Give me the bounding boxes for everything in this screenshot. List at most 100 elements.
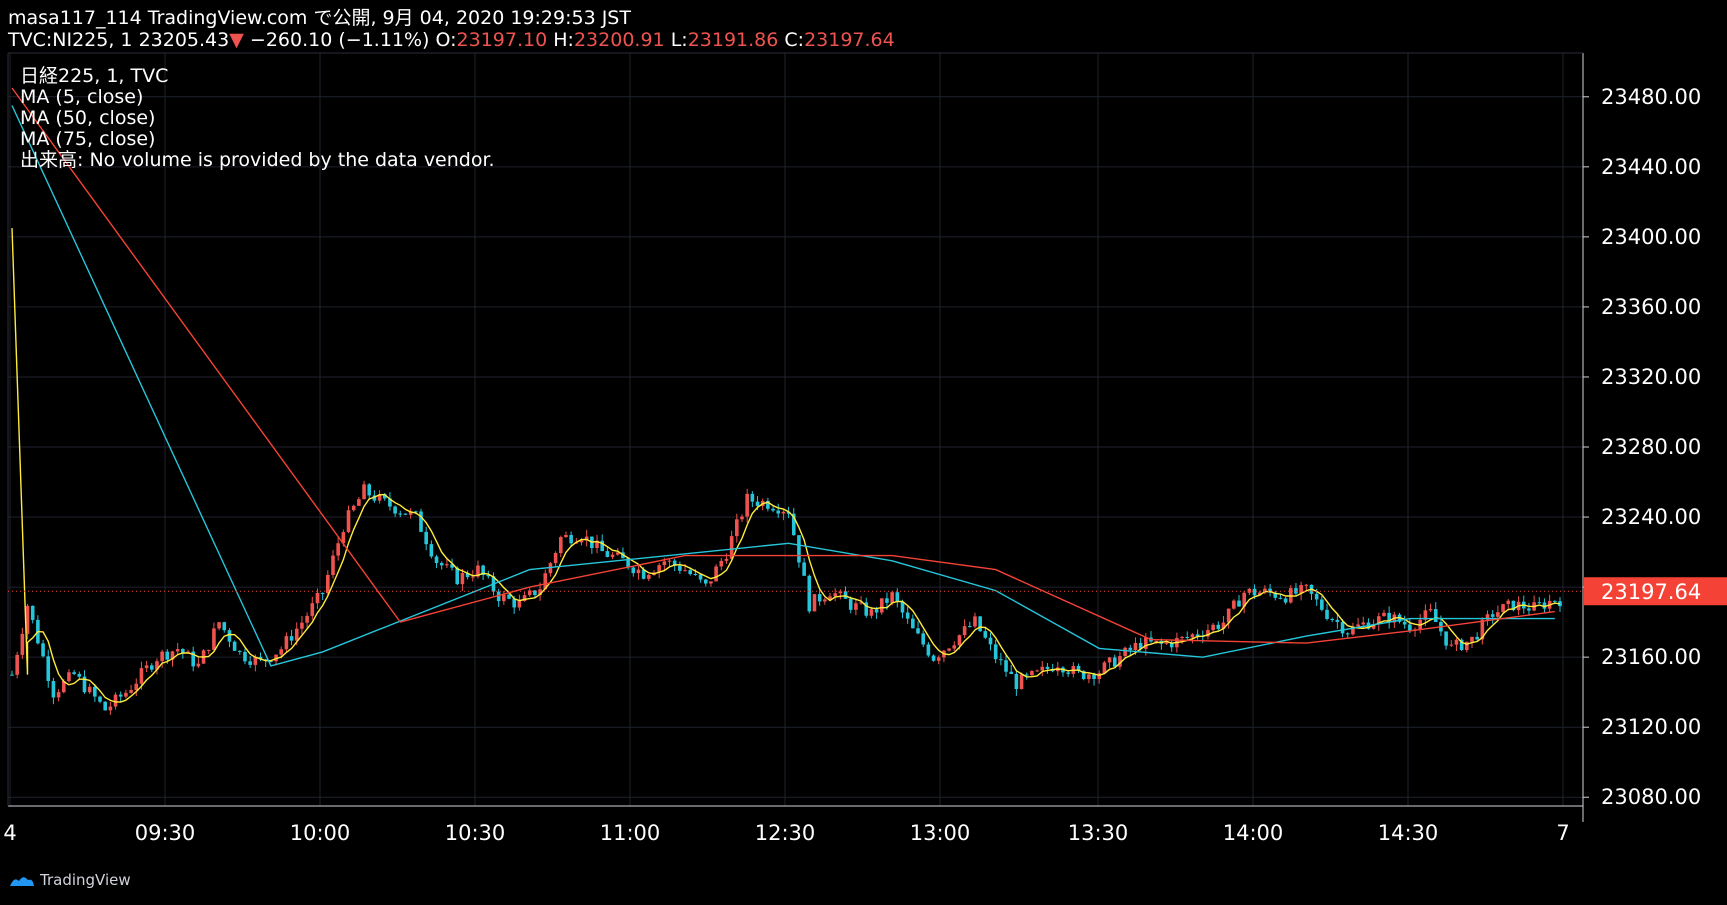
candle-body xyxy=(745,493,749,517)
ma50-line xyxy=(11,105,1555,667)
candle-body xyxy=(647,575,651,579)
candle-body xyxy=(1097,673,1102,679)
candle-body xyxy=(1283,598,1288,603)
candle-body xyxy=(346,510,351,533)
down-arrow-icon: ▼ xyxy=(229,29,244,51)
candle-body xyxy=(895,592,900,602)
candle-body xyxy=(900,601,905,613)
candle-body xyxy=(1314,593,1319,600)
candle-body xyxy=(434,556,439,564)
candle-body xyxy=(191,651,196,667)
candle-body xyxy=(771,508,775,511)
candle-body xyxy=(326,574,330,594)
candle-body xyxy=(108,706,113,711)
legend-ma75[interactable]: MA (75, close) xyxy=(20,128,156,150)
candle-body xyxy=(1226,608,1231,623)
candle-body xyxy=(740,516,744,520)
candle-body xyxy=(952,645,957,649)
candle-body xyxy=(1216,624,1221,629)
candle-body xyxy=(807,575,812,612)
candle-body xyxy=(481,565,485,575)
legend-ma5[interactable]: MA (5, close) xyxy=(20,86,144,108)
candle-body xyxy=(999,659,1003,661)
close-label: C: xyxy=(784,29,805,51)
candle-body xyxy=(517,601,522,608)
candle-body xyxy=(357,499,361,506)
candle-body xyxy=(155,661,159,670)
candle-body xyxy=(636,569,641,574)
candle-body xyxy=(388,498,392,507)
candle-body xyxy=(1304,584,1309,586)
candle-body xyxy=(766,500,770,509)
candle-body xyxy=(470,576,475,578)
candle-body xyxy=(113,694,118,707)
candle-body xyxy=(936,657,941,661)
x-tick-label: 13:00 xyxy=(910,821,971,845)
x-tick-label: 09:30 xyxy=(135,821,196,845)
candle-body xyxy=(46,656,51,681)
candle-body xyxy=(362,484,366,500)
candle-body xyxy=(1185,636,1190,638)
candle-body xyxy=(1356,624,1360,627)
candle-body xyxy=(569,534,573,544)
candle-body xyxy=(134,683,139,691)
candle-body xyxy=(776,510,781,514)
candle-body xyxy=(709,581,713,584)
candle-body xyxy=(1040,666,1045,671)
candle-body xyxy=(916,628,920,634)
candle-body xyxy=(512,598,516,608)
candle-body xyxy=(631,567,636,574)
candle-body xyxy=(1428,609,1433,611)
candle-body xyxy=(854,603,858,610)
candle-body xyxy=(382,494,387,499)
candle-body xyxy=(165,651,170,660)
publish-info: masa117_114 TradingView.com で公開, 9月 04, … xyxy=(8,7,631,29)
candle-body xyxy=(1273,592,1278,598)
candle-body xyxy=(1019,674,1024,690)
candle-body xyxy=(610,554,615,557)
candle-body xyxy=(553,553,558,564)
ma75-line xyxy=(11,87,1555,644)
candle-body xyxy=(1242,592,1246,607)
candle-body xyxy=(1490,614,1495,617)
candle-body xyxy=(1190,634,1195,638)
candle-body xyxy=(885,598,889,603)
footer-brand[interactable]: TradingView xyxy=(8,871,131,889)
candle-body xyxy=(1423,610,1428,620)
price-change: −260.10 (−1.11%) xyxy=(249,29,430,51)
candle-body xyxy=(87,686,92,693)
candle-body xyxy=(1459,639,1464,651)
candle-body xyxy=(817,594,822,602)
candle-body xyxy=(802,562,806,576)
y-tick-label: 23440.00 xyxy=(1601,155,1701,179)
candle-body xyxy=(1128,647,1133,651)
legend-volume: 出来高: No volume is provided by the data v… xyxy=(20,149,495,171)
candle-body xyxy=(605,551,610,557)
candle-body xyxy=(693,574,698,576)
candle-body xyxy=(1102,662,1107,674)
candle-body xyxy=(1433,609,1438,622)
y-tick-label: 23120.00 xyxy=(1601,715,1701,739)
candle-body xyxy=(341,532,346,544)
legend-ma50[interactable]: MA (50, close) xyxy=(20,107,156,129)
candle-body xyxy=(1376,616,1381,625)
candle-body xyxy=(957,635,962,646)
candle-body xyxy=(414,511,418,513)
candle-body xyxy=(988,637,993,645)
y-tick-label: 23080.00 xyxy=(1601,785,1701,809)
y-tick-label: 23320.00 xyxy=(1601,365,1701,389)
candle-body xyxy=(688,570,693,575)
candle-body xyxy=(1247,588,1252,593)
candle-body xyxy=(978,616,982,632)
x-tick-label: 11:00 xyxy=(600,821,661,845)
candle-body xyxy=(1257,592,1262,596)
candle-body xyxy=(797,535,801,563)
last-price-tag xyxy=(1584,577,1727,606)
candle-body xyxy=(445,564,449,566)
candle-body xyxy=(859,602,863,604)
candle-body xyxy=(1387,612,1391,623)
candle-body xyxy=(486,574,491,577)
y-tick-label: 23360.00 xyxy=(1601,295,1701,319)
candle-body xyxy=(258,656,263,660)
